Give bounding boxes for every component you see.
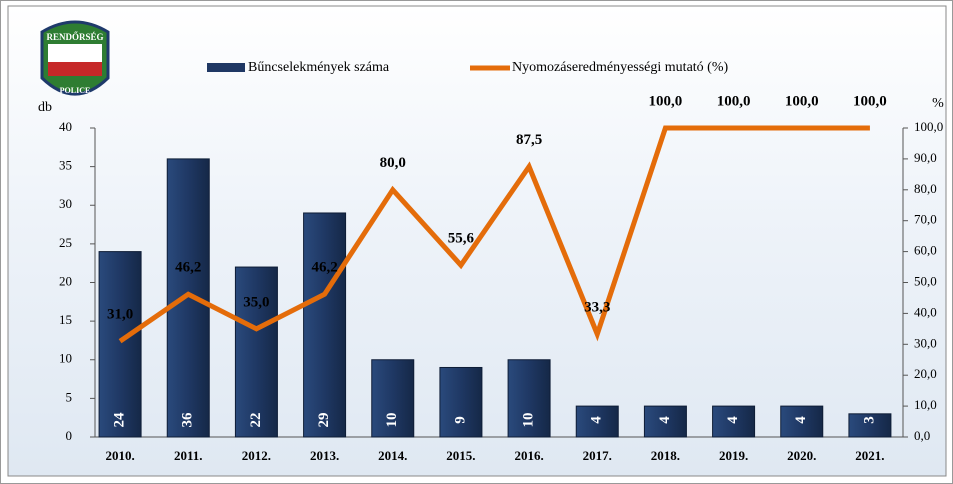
x-tick-label: 2017. bbox=[583, 448, 612, 463]
bar-value-label: 9 bbox=[452, 416, 468, 424]
bar-value-label: 10 bbox=[521, 413, 537, 428]
line-value-label: 35,0 bbox=[243, 294, 269, 310]
y-tick-label: 35 bbox=[59, 158, 72, 173]
y2-tick-label: 70,0 bbox=[914, 212, 937, 227]
logo-text: POLICE bbox=[60, 86, 91, 95]
bar-value-label: 4 bbox=[589, 416, 605, 424]
y2-tick-label: 30,0 bbox=[914, 335, 937, 350]
bar-value-label: 22 bbox=[248, 413, 264, 428]
y-tick-label: 15 bbox=[59, 312, 72, 327]
line bbox=[118, 125, 870, 344]
y2-tick-label: 60,0 bbox=[914, 243, 937, 258]
bar bbox=[643, 405, 687, 438]
line-value-label: 100,0 bbox=[853, 93, 887, 109]
line-value-label: 55,6 bbox=[448, 231, 475, 247]
line-value-label: 80,0 bbox=[380, 155, 406, 171]
x-tick-label: 2013. bbox=[310, 448, 339, 463]
logo: RENDŐRSÉG POLICE bbox=[40, 20, 110, 96]
x-tick-label: 2015. bbox=[446, 448, 475, 463]
logo-stripe bbox=[48, 62, 102, 76]
line-value-label: 33,3 bbox=[584, 300, 610, 316]
line-value-label: 46,2 bbox=[175, 260, 201, 276]
y2-tick-label: 40,0 bbox=[914, 304, 937, 319]
y2-tick-label: 20,0 bbox=[914, 366, 937, 381]
bar bbox=[780, 405, 824, 438]
line-value-label: 46,2 bbox=[311, 260, 337, 276]
x-tick-label: 2011. bbox=[174, 448, 203, 463]
y-tick-label: 0 bbox=[66, 428, 73, 443]
x-tick-label: 2016. bbox=[514, 448, 543, 463]
bar bbox=[234, 266, 278, 438]
y-tick-label: 10 bbox=[59, 351, 72, 366]
x-tick-label: 2018. bbox=[651, 448, 680, 463]
y2-axis-label: % bbox=[932, 96, 944, 111]
logo-stripe bbox=[48, 44, 102, 62]
y-tick-label: 20 bbox=[59, 273, 72, 288]
legend-swatch bbox=[207, 63, 245, 72]
bar-value-label: 4 bbox=[657, 416, 673, 424]
line-value-label: 100,0 bbox=[785, 93, 819, 109]
y2-tick-label: 10,0 bbox=[914, 397, 937, 412]
line-value-label: 100,0 bbox=[649, 93, 683, 109]
x-tick-label: 2014. bbox=[378, 448, 407, 463]
y-tick-label: 5 bbox=[66, 389, 73, 404]
y-tick-label: 40 bbox=[59, 119, 72, 134]
bar bbox=[712, 405, 756, 438]
bar bbox=[848, 413, 892, 438]
x-tick-label: 2021. bbox=[855, 448, 884, 463]
x-tick-label: 2019. bbox=[719, 448, 748, 463]
bar bbox=[439, 366, 483, 438]
y2-tick-label: 50,0 bbox=[914, 273, 937, 288]
y2-tick-label: 100,0 bbox=[914, 119, 943, 134]
bar bbox=[575, 405, 619, 438]
legend-label: Bűncselekmények száma bbox=[248, 60, 390, 75]
x-tick-label: 2012. bbox=[242, 448, 271, 463]
bar bbox=[507, 359, 551, 438]
bar bbox=[303, 212, 347, 438]
y-tick-label: 25 bbox=[59, 235, 72, 250]
line-value-label: 100,0 bbox=[717, 93, 751, 109]
line-value-label: 31,0 bbox=[107, 307, 133, 323]
logo-text: RENDŐRSÉG bbox=[46, 32, 103, 42]
bar-value-label: 4 bbox=[793, 416, 809, 424]
bar-value-label: 29 bbox=[316, 413, 332, 428]
bar-value-label: 10 bbox=[384, 413, 400, 428]
y-axis-label: db bbox=[38, 100, 52, 115]
legend-label: Nyomozáseredményességi mutató (%) bbox=[512, 60, 728, 75]
bar bbox=[98, 251, 142, 438]
x-tick-label: 2010. bbox=[105, 448, 134, 463]
line-value-label: 87,5 bbox=[516, 132, 542, 148]
bar bbox=[371, 359, 415, 438]
bar-value-label: 4 bbox=[725, 416, 741, 424]
bar bbox=[166, 158, 210, 438]
y2-tick-label: 0,0 bbox=[914, 428, 930, 443]
bar-value-label: 24 bbox=[112, 412, 128, 428]
y2-tick-label: 80,0 bbox=[914, 181, 937, 196]
x-tick-label: 2020. bbox=[787, 448, 816, 463]
bar-value-label: 3 bbox=[861, 416, 877, 424]
y2-tick-label: 90,0 bbox=[914, 150, 937, 165]
bar-value-label: 36 bbox=[180, 412, 196, 428]
y-tick-label: 30 bbox=[59, 196, 72, 211]
